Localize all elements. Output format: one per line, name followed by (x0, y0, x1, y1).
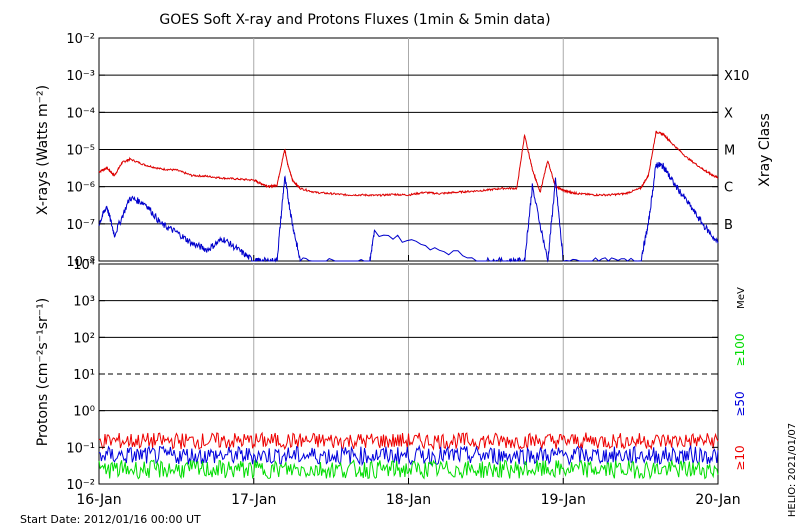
proton-series-line (98, 431, 719, 451)
xray-class-label: M (724, 144, 735, 159)
y-tick-label: 10³ (73, 295, 95, 310)
x-axis-ticks: 16-Jan 17-Jan 18-Jan 19-Jan 20-Jan (76, 255, 741, 508)
xray-series (98, 130, 719, 263)
proton-legend-label: ≥50 (733, 391, 747, 416)
xray-class-label: X (724, 106, 733, 121)
xray-grid (99, 38, 718, 261)
credit-label: HELIO: 2021/01/07 (787, 423, 798, 517)
xray-long-series (98, 130, 719, 197)
xray-class-label: X10 (724, 69, 749, 84)
x-tick-label: 16-Jan (76, 492, 121, 508)
xray-y-ticks: 10⁻⁸ 10⁻⁷ 10⁻⁶ 10⁻⁵ 10⁻⁴ 10⁻³ 10⁻² (66, 32, 718, 270)
proton-legend-label: ≥10 (733, 445, 747, 470)
y-tick-label: 10⁴ (73, 258, 95, 273)
chart-title: GOES Soft X-ray and Protons Fluxes (1min… (159, 12, 550, 28)
x-tick-label: 20-Jan (695, 492, 740, 508)
xray-short-series (98, 161, 719, 263)
y-tick-label: 10⁻⁴ (66, 106, 95, 121)
proton-y-ticks: 10⁻² 10⁻¹ 10⁰ 10¹ 10² 10³ 10⁴ (66, 258, 718, 493)
proton-grid (99, 264, 718, 484)
xray-class-label: C (724, 181, 733, 196)
y-tick-label: 10⁻³ (66, 69, 95, 84)
y-tick-label: 10¹ (73, 368, 95, 383)
y-tick-label: 10⁻² (66, 478, 95, 493)
start-date-label: Start Date: 2012/01/16 00:00 UT (20, 513, 201, 526)
proton-series-line (98, 459, 719, 480)
proton-legend-label: ≥100 (733, 334, 747, 367)
y-tick-label: 10⁻⁷ (66, 218, 95, 233)
y-tick-label: 10² (73, 331, 95, 346)
x-tick-label: 19-Jan (541, 492, 586, 508)
xray-class-title: Xray Class (757, 113, 773, 187)
y-tick-label: 10⁻¹ (66, 441, 95, 456)
y-tick-label: 10⁻² (66, 32, 95, 47)
proton-y-axis-label: Protons (cm⁻²s⁻¹sr⁻¹) (35, 298, 51, 447)
y-tick-label: 10⁻⁸ (66, 255, 95, 270)
xray-y-axis-label: X-rays (Watts m⁻²) (35, 85, 51, 215)
y-tick-label: 10⁻⁵ (66, 144, 95, 159)
x-tick-label: 18-Jan (386, 492, 431, 508)
xray-class-labels: X10 X M C B (724, 69, 749, 233)
proton-energy-unit: MeV (736, 287, 747, 309)
xray-class-label: B (724, 218, 733, 233)
y-tick-label: 10⁻⁶ (66, 181, 95, 196)
x-tick-label: 17-Jan (231, 492, 276, 508)
y-tick-label: 10⁰ (73, 405, 95, 420)
proton-series (98, 431, 719, 480)
proton-legend: MeV ≥10 ≥50 ≥100 (733, 287, 747, 471)
proton-series-line (98, 444, 719, 467)
